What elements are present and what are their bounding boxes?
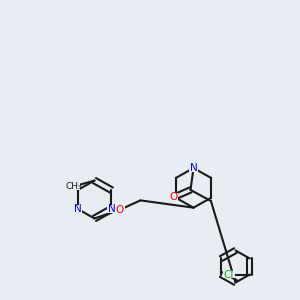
- FancyBboxPatch shape: [170, 194, 178, 201]
- FancyBboxPatch shape: [106, 205, 116, 213]
- Text: N: N: [74, 204, 82, 214]
- Text: Cl: Cl: [224, 269, 234, 280]
- Text: O: O: [116, 205, 124, 215]
- Text: N: N: [190, 163, 197, 173]
- Text: CH₃: CH₃: [65, 182, 82, 191]
- FancyBboxPatch shape: [189, 164, 198, 172]
- Text: O: O: [170, 192, 178, 202]
- FancyBboxPatch shape: [116, 206, 124, 214]
- FancyBboxPatch shape: [67, 183, 80, 190]
- FancyBboxPatch shape: [73, 205, 82, 213]
- FancyBboxPatch shape: [223, 271, 235, 278]
- Text: N: N: [107, 204, 115, 214]
